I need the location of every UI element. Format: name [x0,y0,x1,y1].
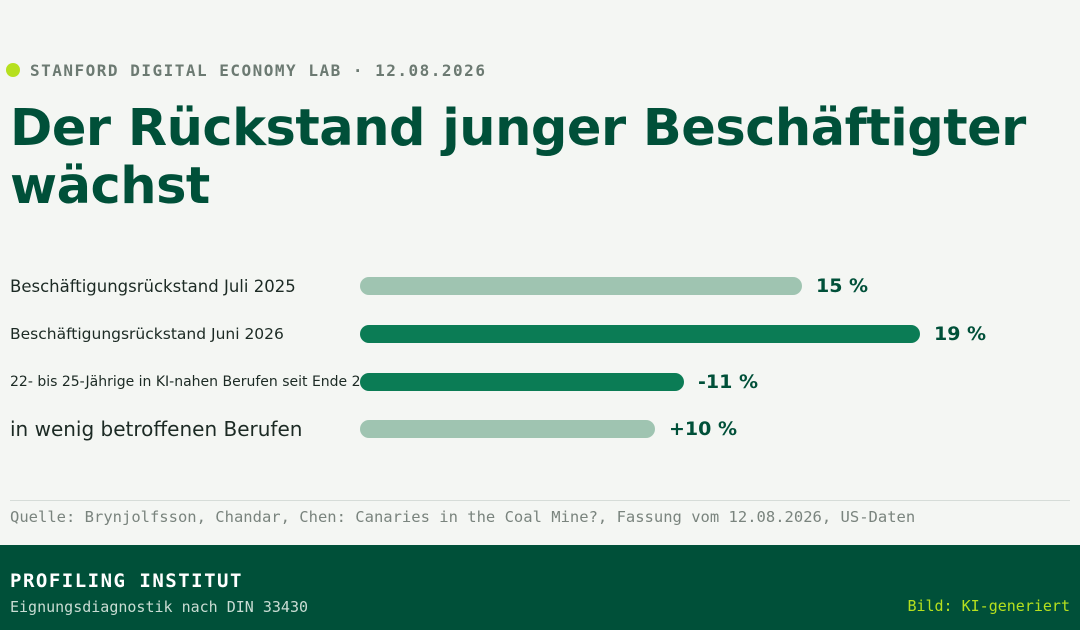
footer: PROFILING INSTITUT Eignungsdiagnostik na… [0,545,1080,630]
bar [360,277,802,295]
bar-chart: Beschäftigungsrückstand Juli 2025 15 % Bes… [0,262,1080,452]
chart-row: Beschäftigungsrückstand Juni 2026 19 % [0,311,1080,357]
bar-value-label: +10 % [669,418,738,440]
chart-row: Beschäftigungsrückstand Juli 2025 15 % [0,263,1080,309]
bar-label: 22- bis 25-Jährige in KI-nahen Berufen s… [10,374,360,390]
bar [360,373,684,391]
bar-label: Beschäftigungsrückstand Juni 2026 [10,325,284,343]
kicker: STANFORD DIGITAL ECONOMY LAB · 12.08.202… [6,60,486,80]
bar-value-label: -11 % [698,371,758,393]
image-credit: Bild: KI-generiert [907,597,1070,615]
bar-value-label: 19 % [934,323,987,345]
source-note: Quelle: Brynjolfsson, Chandar, Chen: Can… [10,508,916,526]
bar-label: Beschäftigungsrückstand Juli 2025 [10,276,296,296]
bar-value-label: 15 % [816,275,869,297]
chart-row: 22- bis 25-Jährige in KI-nahen Berufen s… [0,359,1080,405]
bar [360,325,920,343]
kicker-text: STANFORD DIGITAL ECONOMY LAB · 12.08.202… [30,60,487,80]
page-title: Der Rückstand junger Beschäftigter wächs… [10,99,1026,216]
bar [360,420,655,438]
footer-subtitle: Eignungsdiagnostik nach DIN 33430 [10,598,309,616]
divider [10,500,1070,501]
chart-row: in wenig betroffenen Berufen +10 % [0,406,1080,452]
bar-label: in wenig betroffenen Berufen [10,417,303,441]
footer-brand: PROFILING INSTITUT [10,570,243,592]
kicker-dot-icon [6,63,20,77]
